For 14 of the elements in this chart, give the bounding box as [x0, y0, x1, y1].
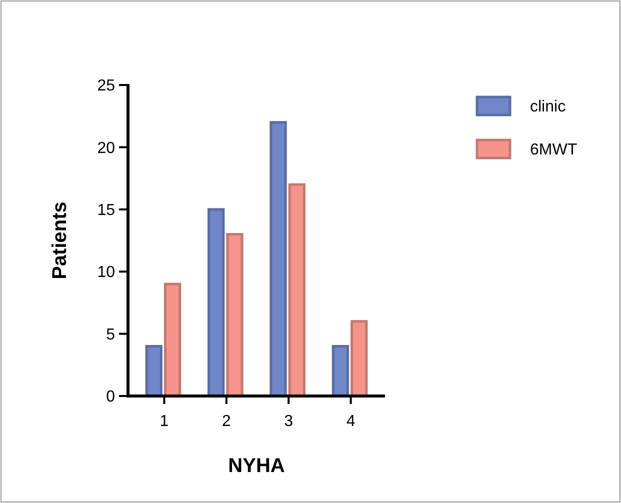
y-tick-label: 25: [97, 78, 116, 95]
x-tick-label: 1: [160, 413, 169, 430]
legend-label: clinic: [530, 98, 566, 116]
y-axis-title: Patients: [49, 202, 71, 280]
x-tick-label: 2: [222, 413, 231, 430]
x-axis-title: NYHA: [228, 455, 285, 477]
x-tick-label: 4: [346, 413, 356, 430]
y-tick-label: 0: [106, 388, 116, 406]
y-tick-label: 20: [97, 140, 116, 157]
legend-label: 6MWT: [530, 142, 578, 159]
y-tick-label: 15: [97, 202, 116, 219]
x-tick-label: 3: [284, 413, 294, 430]
y-tick-label: 10: [97, 264, 116, 282]
y-tick-label: 5: [106, 326, 116, 344]
